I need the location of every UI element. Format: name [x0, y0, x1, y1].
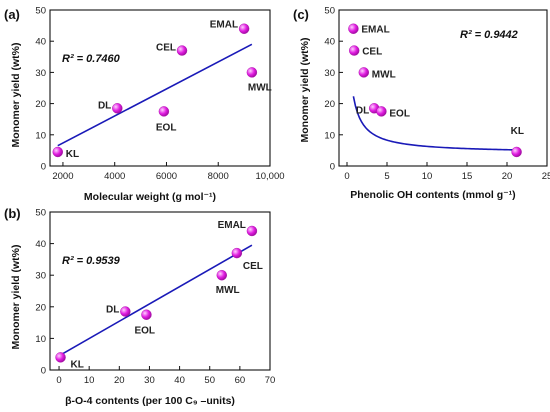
- data-point-eol: [376, 106, 387, 117]
- data-point-dl: [112, 103, 123, 114]
- plot-frame: [49, 9, 271, 167]
- point-label-cel: CEL: [243, 261, 263, 272]
- x-axis-label-b: β-O-4 contents (per 100 C₉ –units): [65, 395, 235, 407]
- data-point-dl: [120, 306, 131, 317]
- point-label-emal: EMAL: [361, 25, 389, 36]
- point-label-emal: EMAL: [218, 220, 246, 231]
- x-tick-label: 0: [56, 375, 61, 386]
- point-label-emal: EMAL: [210, 20, 238, 31]
- y-tick-label: 0: [330, 162, 335, 173]
- fit-line: [57, 43, 253, 147]
- y-tick-label: 40: [35, 37, 46, 48]
- x-tick-label: 8000: [208, 171, 229, 182]
- point-label-mwl: MWL: [216, 285, 240, 296]
- r2-label-a: R² = 0.7460: [62, 53, 121, 65]
- plot-area-b: 0 10 20 30 40 50 0 10 20 30 40 50 60 70 KL DL EOL MWL CEL E…: [35, 208, 275, 387]
- y-tick-label: 20: [35, 99, 46, 110]
- x-tick-label: 20: [114, 375, 125, 386]
- panel-letter-a: (a): [4, 7, 20, 22]
- x-tick-label: 40: [174, 375, 185, 386]
- y-tick-label: 30: [35, 68, 46, 79]
- y-tick-label: 50: [324, 6, 335, 17]
- x-tick-label: 6000: [156, 171, 177, 182]
- y-tick-label: 10: [35, 334, 46, 345]
- point-label-dl: DL: [98, 100, 111, 111]
- x-tick-label: 4000: [104, 171, 125, 182]
- data-point-eol: [158, 106, 170, 117]
- data-point-kl: [55, 352, 66, 363]
- x-tick-label: 30: [144, 375, 155, 386]
- point-label-kl: KL: [71, 359, 84, 370]
- y-tick-label: 50: [35, 208, 46, 219]
- data-point-mwl: [246, 67, 258, 78]
- x-tick-label: 2000: [52, 171, 73, 182]
- x-tick-label: 25: [542, 171, 550, 182]
- x-tick-label: 10: [422, 171, 433, 182]
- data-point-emal: [348, 23, 359, 34]
- y-tick-label: 40: [35, 239, 46, 250]
- y-tick-label: 40: [324, 37, 335, 48]
- y-tick-label: 20: [35, 302, 46, 313]
- y-axis-label-c: Monomer yield (wt%): [299, 37, 311, 142]
- plot-area-a: 0 10 20 30 40 50 2000 4000 6000 8000 10,000 KL DL EOL…: [35, 6, 284, 183]
- r2-label-c: R² = 0.9442: [460, 29, 518, 41]
- r2-label-b: R² = 0.9539: [62, 255, 121, 267]
- point-label-cel: CEL: [362, 47, 382, 58]
- chart-panel-c: (c) Monomer yield (wt%) Phenolic OH cont…: [293, 6, 550, 202]
- data-point-eol: [141, 309, 152, 320]
- y-tick-label: 50: [35, 6, 46, 17]
- data-point-emal: [246, 225, 258, 237]
- point-label-eol: EOL: [134, 326, 155, 337]
- data-point-mwl: [358, 67, 369, 78]
- point-label-kl: KL: [511, 126, 524, 137]
- x-tick-label: 70: [265, 375, 276, 386]
- point-label-kl: KL: [66, 149, 79, 160]
- x-tick-label: 60: [235, 375, 246, 386]
- panel-letter-b: (b): [4, 206, 21, 221]
- point-label-eol: EOL: [156, 122, 177, 133]
- y-tick-label: 30: [35, 271, 46, 282]
- plot-area-c: 0 10 20 30 40 50 0 5 10 15 20 25 EMAL CEL MWL DL EOL KL: [324, 6, 550, 183]
- y-tick-label: 0: [41, 366, 46, 377]
- data-point-mwl: [216, 270, 227, 281]
- plot-frame: [49, 211, 271, 371]
- y-tick-label: 10: [35, 130, 46, 141]
- y-axis-label-a: Monomer yield (wt%): [10, 42, 22, 147]
- x-tick-label: 50: [204, 375, 215, 386]
- point-label-dl: DL: [106, 305, 119, 316]
- y-tick-label: 20: [324, 99, 335, 110]
- x-tick-label: 15: [462, 171, 473, 182]
- data-point-cel: [176, 45, 188, 56]
- x-axis-label-a: Molecular weight (g mol⁻¹): [84, 191, 216, 203]
- panel-letter-c: (c): [293, 7, 309, 22]
- y-axis-label-b: Monomer yield (wt%): [10, 244, 22, 349]
- y-tick-label: 30: [324, 68, 335, 79]
- point-label-dl: DL: [356, 105, 369, 116]
- chart-panel-b: (b) Monomer yield (wt%) β-O-4 contents (…: [4, 206, 275, 407]
- fit-line: [58, 244, 253, 357]
- x-tick-label: 5: [384, 171, 389, 182]
- chart-panel-a: (a) Monomer yield (wt%) Molecular weight…: [4, 6, 285, 204]
- data-point-kl: [52, 146, 63, 158]
- point-label-cel: CEL: [156, 43, 176, 54]
- data-point-cel: [349, 45, 360, 56]
- data-point-kl: [511, 146, 522, 158]
- point-label-mwl: MWL: [372, 69, 396, 80]
- plot-frame: [338, 9, 548, 167]
- fit-curve: [352, 96, 517, 151]
- data-point-cel: [231, 247, 243, 259]
- point-label-eol: EOL: [389, 108, 410, 119]
- x-tick-label: 10,000: [255, 171, 284, 182]
- data-point-emal: [238, 23, 250, 34]
- y-tick-label: 10: [324, 130, 335, 141]
- x-tick-label: 0: [344, 171, 349, 182]
- x-axis-label-c: Phenolic OH contents (mmol g⁻¹): [350, 189, 515, 201]
- x-tick-label: 20: [502, 171, 513, 182]
- x-tick-label: 10: [84, 375, 95, 386]
- y-tick-label: 0: [41, 162, 46, 173]
- point-label-mwl: MWL: [248, 82, 272, 93]
